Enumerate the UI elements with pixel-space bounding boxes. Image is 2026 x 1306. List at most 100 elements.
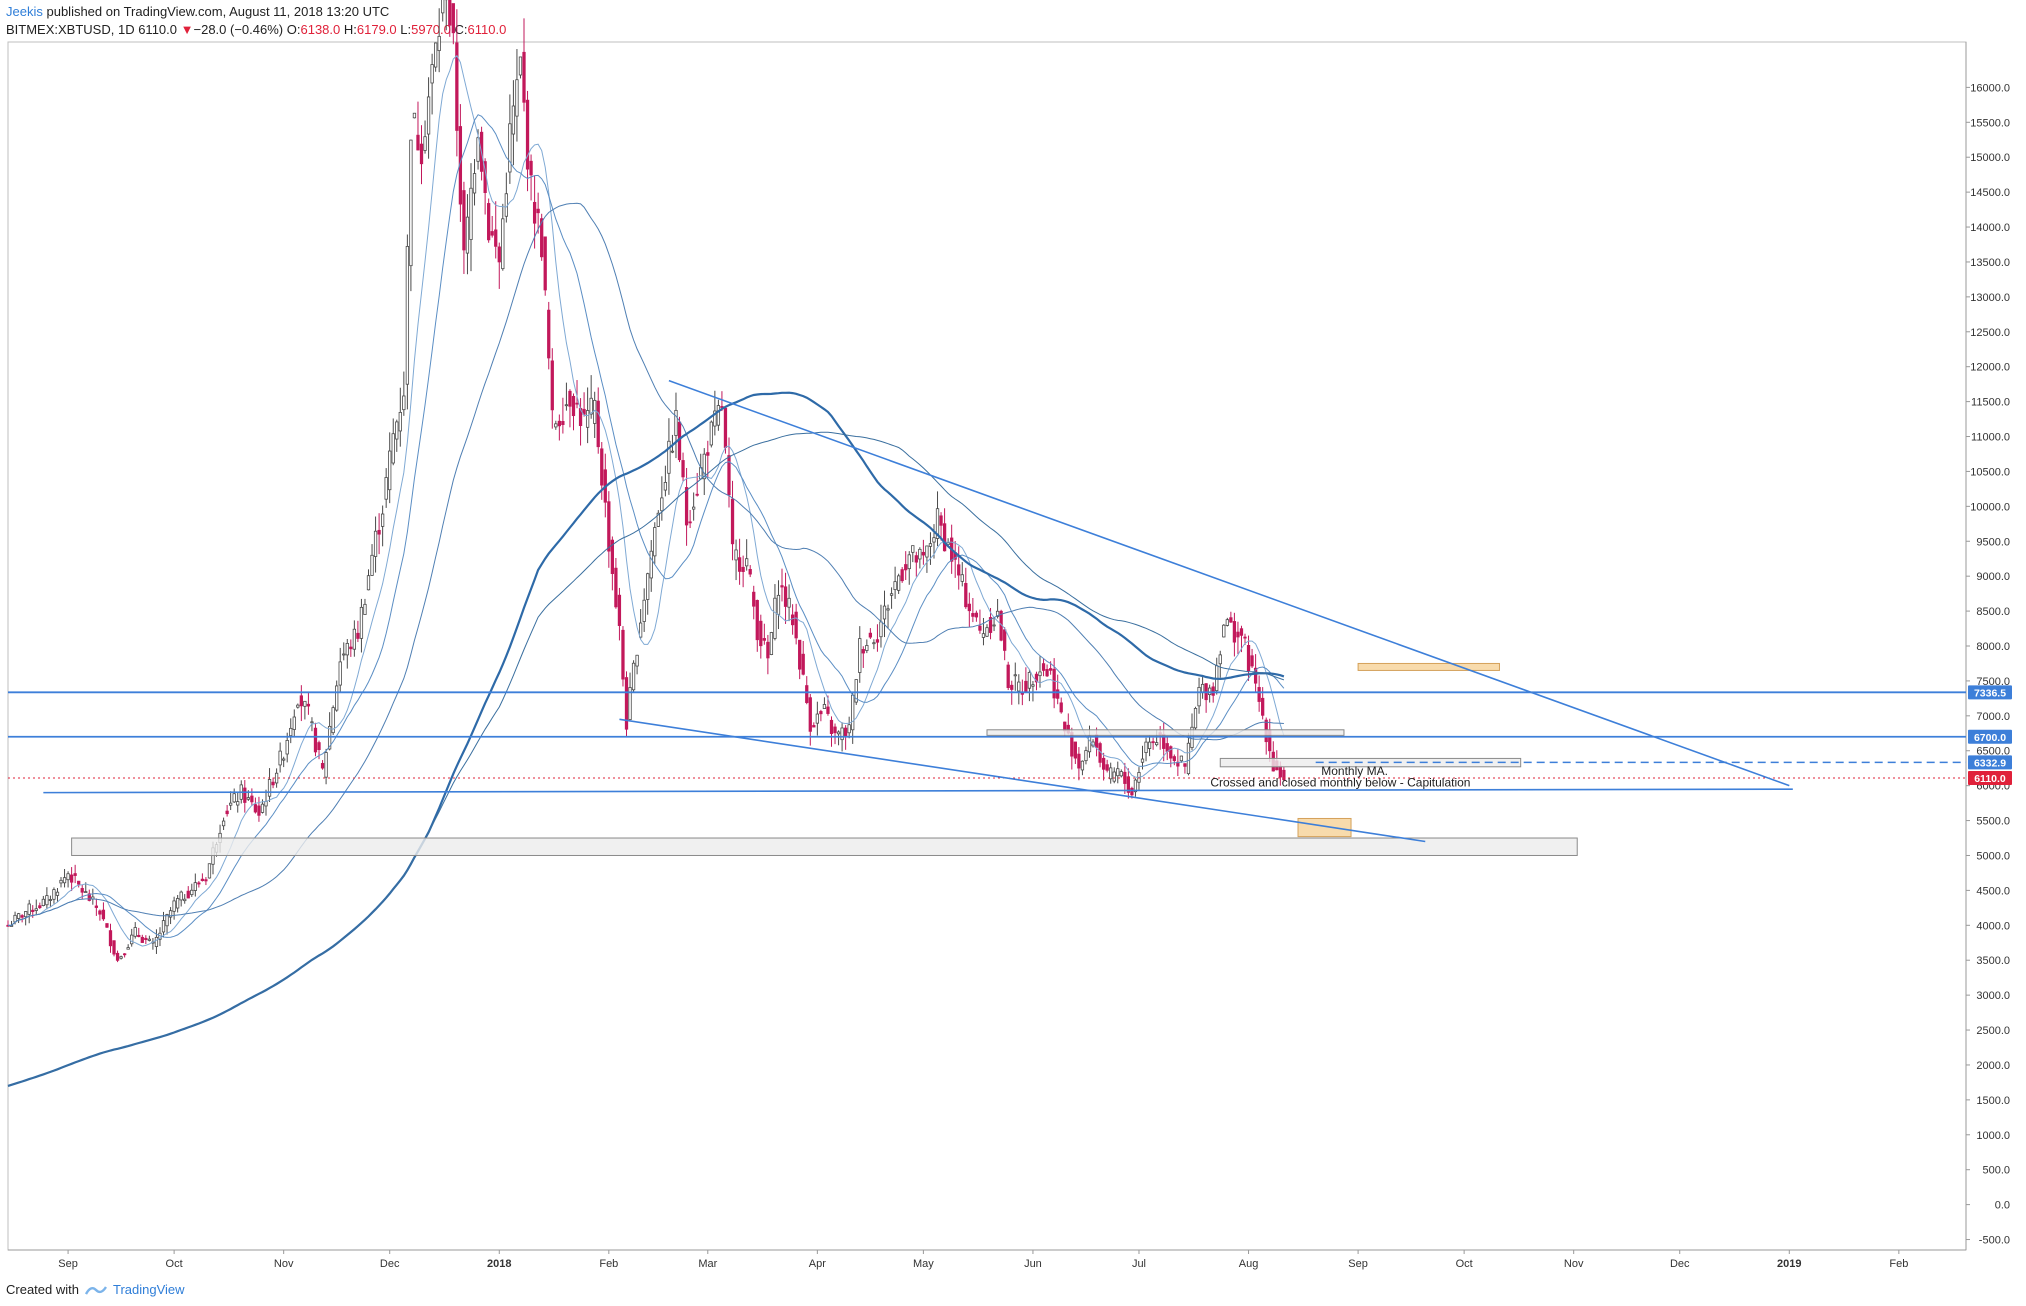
candle-body [313,727,318,753]
candle-body [808,697,812,732]
x-tick-label: 2019 [1777,1258,1801,1270]
candle-body [1243,636,1247,639]
ma-20-line [8,114,1285,938]
candle-body [914,555,918,563]
candle-body [865,645,869,651]
candle-body [522,51,526,103]
x-tick-label: Apr [809,1258,826,1270]
tradingview-link[interactable]: TradingView [112,1282,185,1297]
candle-body [38,905,42,909]
trendline-2 [619,718,1426,843]
candle-body [190,889,194,896]
candle-body [324,752,328,778]
candle-body [1080,760,1085,771]
candle-body [62,877,67,884]
candle-body [426,96,431,135]
candle-body [585,410,590,428]
candle-body [388,450,392,491]
candle-body [221,820,226,827]
y-tick-label: 8500.0 [1976,606,2010,618]
price-tag-bg [1968,755,2012,770]
candle-body [317,742,321,750]
candle-body [373,530,378,557]
candle-body [875,639,880,643]
candle-body [1034,673,1039,683]
candle-body [1229,617,1233,623]
candle-body [289,727,293,737]
candle-body [243,787,247,803]
candle-body [434,42,438,68]
candle-body [1222,624,1226,638]
candle-body [773,597,777,639]
down-arrow-icon: ▼ [180,22,194,37]
candle-body [126,947,130,950]
candle-body [66,873,70,881]
candle-body [1211,686,1215,696]
candle-body [981,633,986,638]
y-tick-label: 3000.0 [1976,990,2010,1002]
y-tick-label: 4500.0 [1976,885,2010,897]
candle-body [1059,702,1063,713]
candle-body [829,719,834,734]
candle-body [377,529,381,535]
candle-body [826,706,830,714]
candle-body [1116,768,1120,777]
author-link[interactable]: Jeekis [6,4,43,19]
candle-body [115,952,120,961]
candle-body [1048,668,1053,671]
candle-body [543,236,547,291]
high-value: 6179.0 [356,22,397,37]
candle-body [423,136,427,151]
target-zone [1297,817,1352,838]
candle-body [508,123,512,173]
candle-body [207,863,212,879]
candle-body [168,910,173,918]
candle-body [511,105,516,135]
candle-body [380,513,385,527]
candle-body [31,909,35,912]
candle-body [144,937,148,940]
candle-body [335,685,339,711]
candle-body [1200,683,1205,693]
candle-body [179,891,183,901]
x-tick-label: Aug [1239,1258,1259,1270]
x-tick-label: Jun [1024,1258,1042,1270]
candle-body [935,508,940,539]
candle-body [879,621,883,638]
x-tick-label: Dec [1670,1258,1690,1270]
candle-body [13,914,17,923]
candle-body [147,938,152,941]
candle-body [122,953,127,956]
candle-body [628,687,632,721]
candle-body [108,930,113,947]
x-tick-label: Sep [58,1258,78,1270]
ma-long-2-line [7,431,1285,1087]
candle-body [624,677,629,730]
candle-body [872,642,876,645]
candle-body [197,882,201,885]
candle-body [34,908,38,911]
last-price: 6110.0 [138,22,177,37]
price-tag: 7336.5 [1968,685,2012,700]
y-tick-label: 1000.0 [1976,1130,2010,1142]
candle-body [798,639,802,670]
candle-body [236,801,240,806]
candle-body [928,543,933,547]
candle-body [889,593,894,596]
candle-body [183,898,187,902]
candle-body [635,654,639,667]
y-tick-label: 5000.0 [1976,850,2010,862]
candle-body [571,395,576,417]
candle-body [939,515,943,526]
candle-body [755,600,759,641]
candle-body [596,400,600,448]
candle-body [974,612,979,618]
candle-body [1087,735,1092,753]
y-tick-label: 2500.0 [1976,1025,2010,1037]
candle-body [356,632,360,639]
support-zone [71,837,1578,856]
y-tick-label: 14500.0 [1970,187,2010,199]
candle-body [610,539,615,575]
plot-frame [7,41,1967,1251]
